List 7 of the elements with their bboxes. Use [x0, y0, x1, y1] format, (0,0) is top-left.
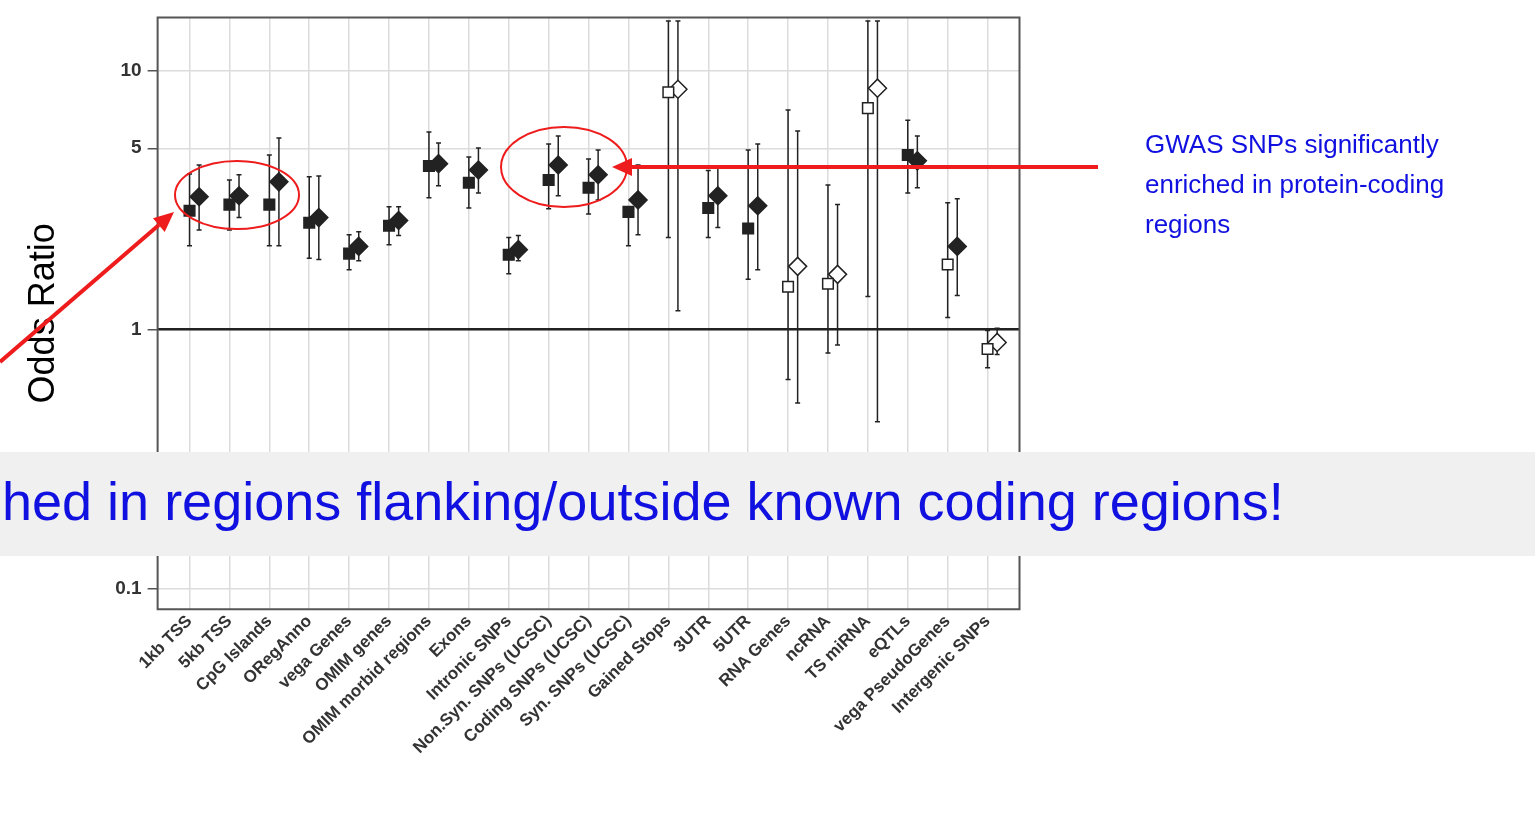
y-tick-label: 0.1 [115, 576, 143, 598]
y-tick-label: 10 [120, 58, 142, 80]
banner: hed in regions flanking/outside known coding regions! [0, 452, 1535, 556]
y-tick-label: 5 [131, 136, 143, 158]
annotation: hed in regions flanking/outside known coding regions! [2, 470, 1284, 532]
text: GWAS SNPs significantly enriched in protein-coding regions [1145, 128, 1446, 241]
y-tick-label: 1 [131, 317, 143, 339]
